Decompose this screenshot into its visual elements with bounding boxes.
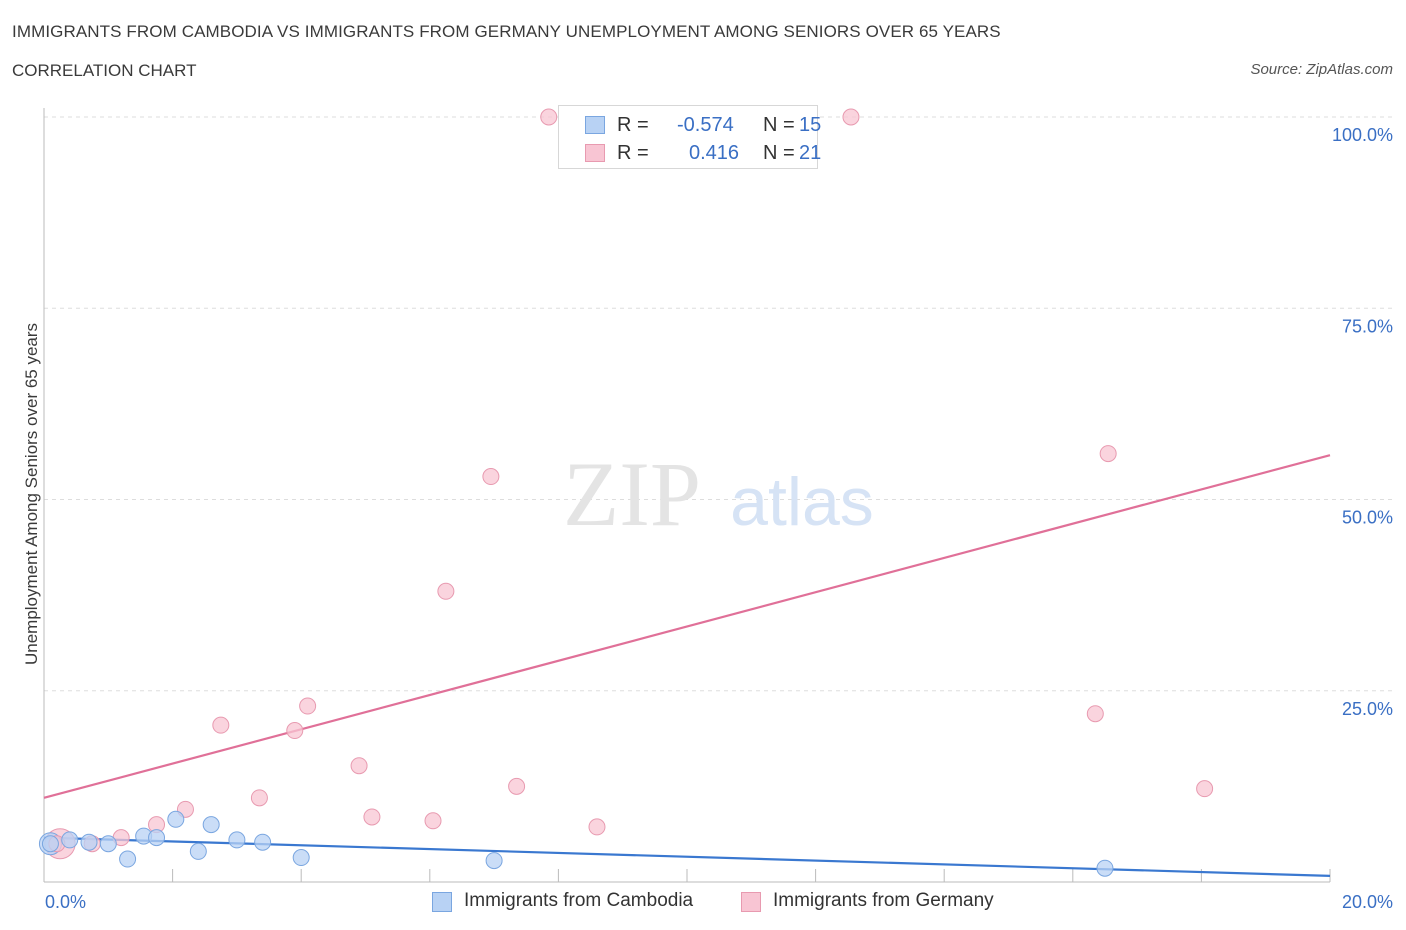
n-label: N = (763, 142, 795, 164)
axes (43, 108, 1331, 883)
watermark-atlas: atlas (730, 464, 874, 540)
data-point-cambodia (148, 829, 166, 847)
data-point-germany (299, 697, 317, 715)
chart-subtitle: CORRELATION CHART (12, 61, 197, 80)
data-point-germany (508, 777, 526, 795)
tick-labels: 25.0% 50.0% 75.0% 100.0% 0.0% 20.0% (45, 125, 1393, 912)
data-point-cambodia (189, 842, 207, 860)
data-point-cambodia (292, 849, 310, 867)
x-tick-label: 20.0% (1342, 892, 1393, 912)
r-value: 0.416 (689, 142, 740, 164)
x-tick-label: 0.0% (45, 892, 86, 912)
data-point-cambodia (167, 810, 185, 828)
data-point-cambodia (119, 850, 137, 868)
n-value: 21 (799, 142, 822, 164)
data-point-germany (588, 818, 606, 836)
data-point-cambodia (41, 835, 59, 853)
trend-line-germany (43, 454, 1331, 799)
n-label: N = (763, 114, 795, 136)
data-point-germany (437, 582, 455, 600)
data-point-cambodia (228, 831, 246, 849)
data-point-cambodia (99, 835, 117, 853)
data-point-germany (250, 789, 268, 807)
data-point-germany (424, 812, 442, 830)
y-tick-label: 75.0% (1342, 316, 1393, 336)
data-point-cambodia (254, 833, 272, 851)
legend-label: Immigrants from Cambodia (464, 890, 694, 911)
gridlines (44, 116, 1392, 692)
watermark-zip: ZIP (563, 443, 701, 545)
data-points (38, 108, 1214, 877)
y-tick-label: 25.0% (1342, 699, 1393, 719)
data-point-cambodia (1096, 859, 1114, 877)
r-label: R = (617, 142, 649, 164)
r-value: -0.574 (677, 114, 734, 136)
chart-title: IMMIGRANTS FROM CAMBODIA VS IMMIGRANTS F… (12, 22, 1001, 41)
data-point-germany (1099, 445, 1117, 463)
y-tick-label: 50.0% (1342, 508, 1393, 528)
data-point-cambodia (80, 833, 98, 851)
y-axis-label: Unemployment Among Seniors over 65 years (22, 322, 41, 666)
watermark: ZIP atlas (563, 443, 874, 545)
data-point-germany (212, 716, 230, 734)
r-label: R = (617, 114, 649, 136)
n-value: 15 (799, 114, 822, 136)
data-point-cambodia (61, 831, 79, 849)
germany-swatch (741, 892, 761, 912)
data-point-germany (540, 108, 558, 126)
data-point-germany (842, 108, 860, 126)
data-point-germany (482, 468, 500, 486)
data-point-germany (1196, 780, 1214, 798)
correlation-legend: R = -0.574 N = 15 R = 0.416 N = 21 (558, 105, 822, 169)
germany-swatch (585, 144, 605, 162)
source-credit: Source: ZipAtlas.com (1250, 61, 1393, 78)
data-point-cambodia (202, 816, 220, 834)
data-point-germany (350, 757, 368, 775)
data-point-germany (286, 722, 304, 740)
data-point-germany (1086, 705, 1104, 723)
cambodia-swatch (585, 116, 605, 134)
y-tick-label: 100.0% (1332, 125, 1393, 145)
data-point-cambodia (485, 852, 503, 870)
data-point-germany (363, 808, 381, 826)
cambodia-swatch (432, 892, 452, 912)
legend-label: Immigrants from Germany (773, 890, 994, 911)
